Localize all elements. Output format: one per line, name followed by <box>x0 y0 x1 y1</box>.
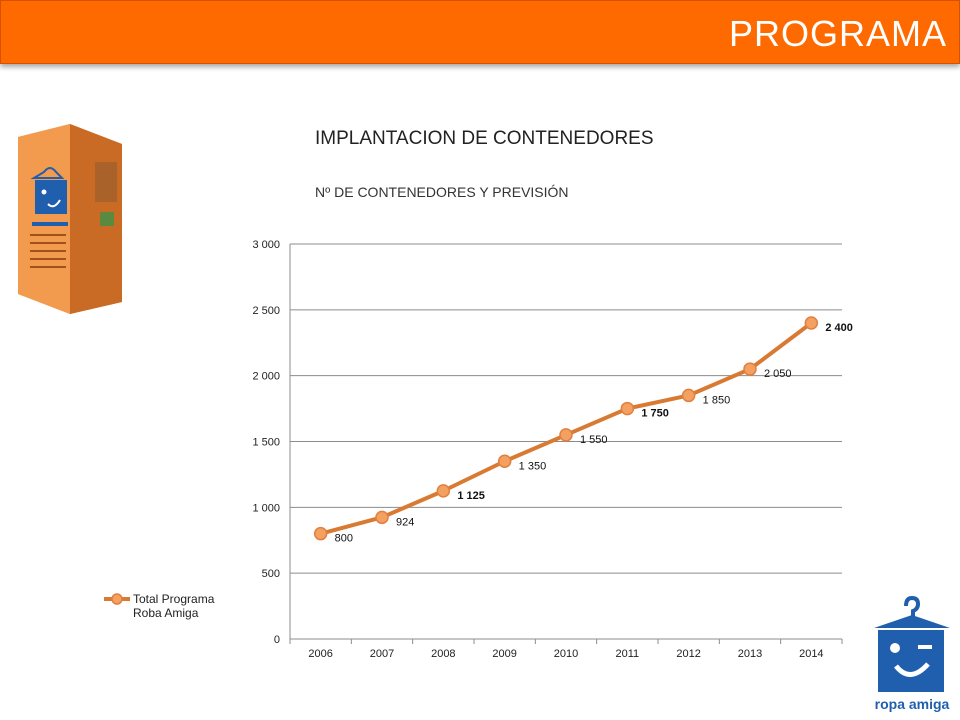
x-tick-label: 2011 <box>616 648 640 660</box>
y-tick-label: 2 500 <box>252 305 280 317</box>
x-tick-label: 2013 <box>738 648 762 660</box>
logo-text: ropa amiga <box>875 696 950 712</box>
x-tick-label: 2012 <box>676 648 700 660</box>
x-tick-label: 2010 <box>554 648 578 660</box>
y-tick-label: 0 <box>274 634 280 646</box>
x-tick-label: 2009 <box>492 648 516 660</box>
ropa-amiga-logo-icon: ropa amiga <box>874 595 950 712</box>
data-point <box>681 388 696 403</box>
data-label: 1 750 <box>641 408 669 420</box>
data-point <box>743 362 757 376</box>
data-label: 2 400 <box>825 322 853 334</box>
data-point <box>436 484 451 498</box>
data-label: 1 125 <box>457 490 485 502</box>
legend-marker <box>111 593 123 605</box>
y-tick-label: 1 000 <box>252 502 280 514</box>
y-tick-label: 2 000 <box>252 371 280 383</box>
data-label: 1 350 <box>519 460 547 472</box>
data-point <box>497 454 512 468</box>
data-point <box>620 401 635 416</box>
x-tick-label: 2007 <box>370 648 394 660</box>
data-point <box>804 316 819 330</box>
x-tick-label: 2008 <box>431 648 455 660</box>
x-tick-label: 2006 <box>308 648 332 660</box>
data-label: 800 <box>335 533 353 545</box>
data-label: 2 050 <box>764 368 792 380</box>
page-title: IMPLANTACION DE CONTENEDORES <box>315 128 654 149</box>
data-label: 1 550 <box>580 434 608 446</box>
data-point <box>375 510 389 525</box>
data-label: 924 <box>396 516 414 528</box>
y-tick-label: 1 500 <box>252 437 280 449</box>
page-subtitle: Nº DE CONTENEDORES Y PREVISIÓN <box>315 184 569 200</box>
data-point <box>559 428 573 442</box>
data-point <box>313 526 328 541</box>
data-label: 1 850 <box>703 394 731 406</box>
header-bar: PROGRAMA <box>0 0 960 64</box>
legend-label: Total Programa <box>133 592 215 606</box>
y-tick-label: 500 <box>262 568 280 580</box>
y-tick-label: 3 000 <box>252 239 280 251</box>
clothing-container-icon <box>18 124 122 314</box>
legend-label: Roba Amiga <box>133 606 199 620</box>
x-tick-label: 2014 <box>799 648 823 660</box>
header-title: PROGRAMA <box>728 13 947 54</box>
